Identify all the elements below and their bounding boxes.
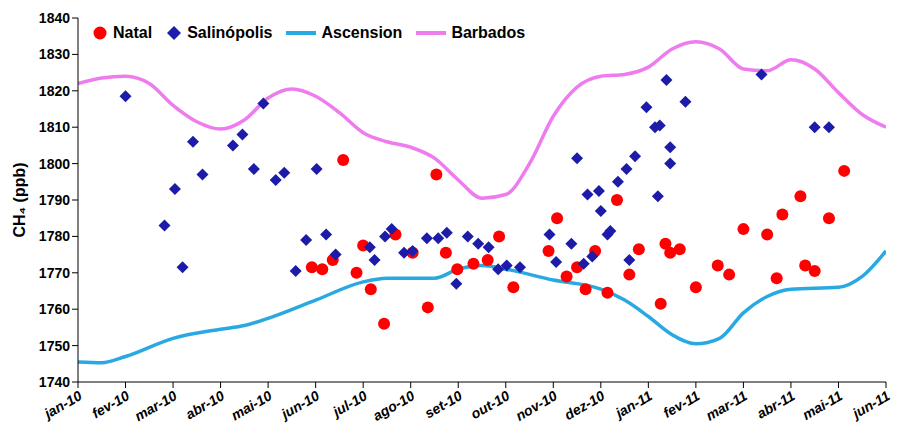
html-text:CH₄ (ppb): CH₄ (ppb): [11, 162, 28, 238]
svg-text:dez-10: dez-10: [562, 387, 608, 423]
svg-text:1810: 1810: [39, 119, 70, 135]
svg-text:ago-10: ago-10: [370, 387, 417, 424]
svg-text:1800: 1800: [39, 156, 70, 172]
svg-text:1790: 1790: [39, 192, 70, 208]
svg-text:1820: 1820: [39, 83, 70, 99]
svg-text:abr-11: abr-11: [754, 387, 798, 421]
html-text:Salinópolis: Salinópolis: [187, 24, 273, 41]
svg-text:jun-11: jun-11: [848, 387, 893, 422]
svg-text:out-10: out-10: [468, 387, 513, 422]
svg-text:jun-10: jun-10: [277, 387, 323, 423]
svg-text:nov-10: nov-10: [513, 387, 560, 424]
svg-text:1740: 1740: [39, 374, 70, 390]
html-text:Ascension: Ascension: [321, 24, 403, 41]
svg-text:1750: 1750: [39, 338, 70, 354]
svg-text:1780: 1780: [39, 228, 70, 244]
svg-text:abr-10: abr-10: [183, 387, 228, 422]
svg-text:1770: 1770: [39, 265, 70, 281]
svg-text:mar-10: mar-10: [132, 387, 180, 424]
svg-text:mai-10: mai-10: [228, 387, 275, 423]
svg-text:jul-10: jul-10: [328, 387, 370, 420]
html-text:Natal: Natal: [113, 24, 153, 41]
svg-text:1840: 1840: [39, 10, 70, 26]
svg-text:set-10: set-10: [422, 387, 465, 421]
svg-text:mai-11: mai-11: [799, 387, 845, 423]
svg-text:jan-11: jan-11: [611, 387, 655, 422]
svg-text:fev-10: fev-10: [89, 387, 132, 421]
svg-text:fev-11: fev-11: [660, 387, 702, 421]
svg-text:mar-11: mar-11: [703, 387, 750, 423]
html-text:Barbados: Barbados: [451, 24, 526, 41]
svg-text:1830: 1830: [39, 46, 70, 62]
svg-text:jan-10: jan-10: [40, 387, 85, 422]
svg-text:1760: 1760: [39, 301, 70, 317]
